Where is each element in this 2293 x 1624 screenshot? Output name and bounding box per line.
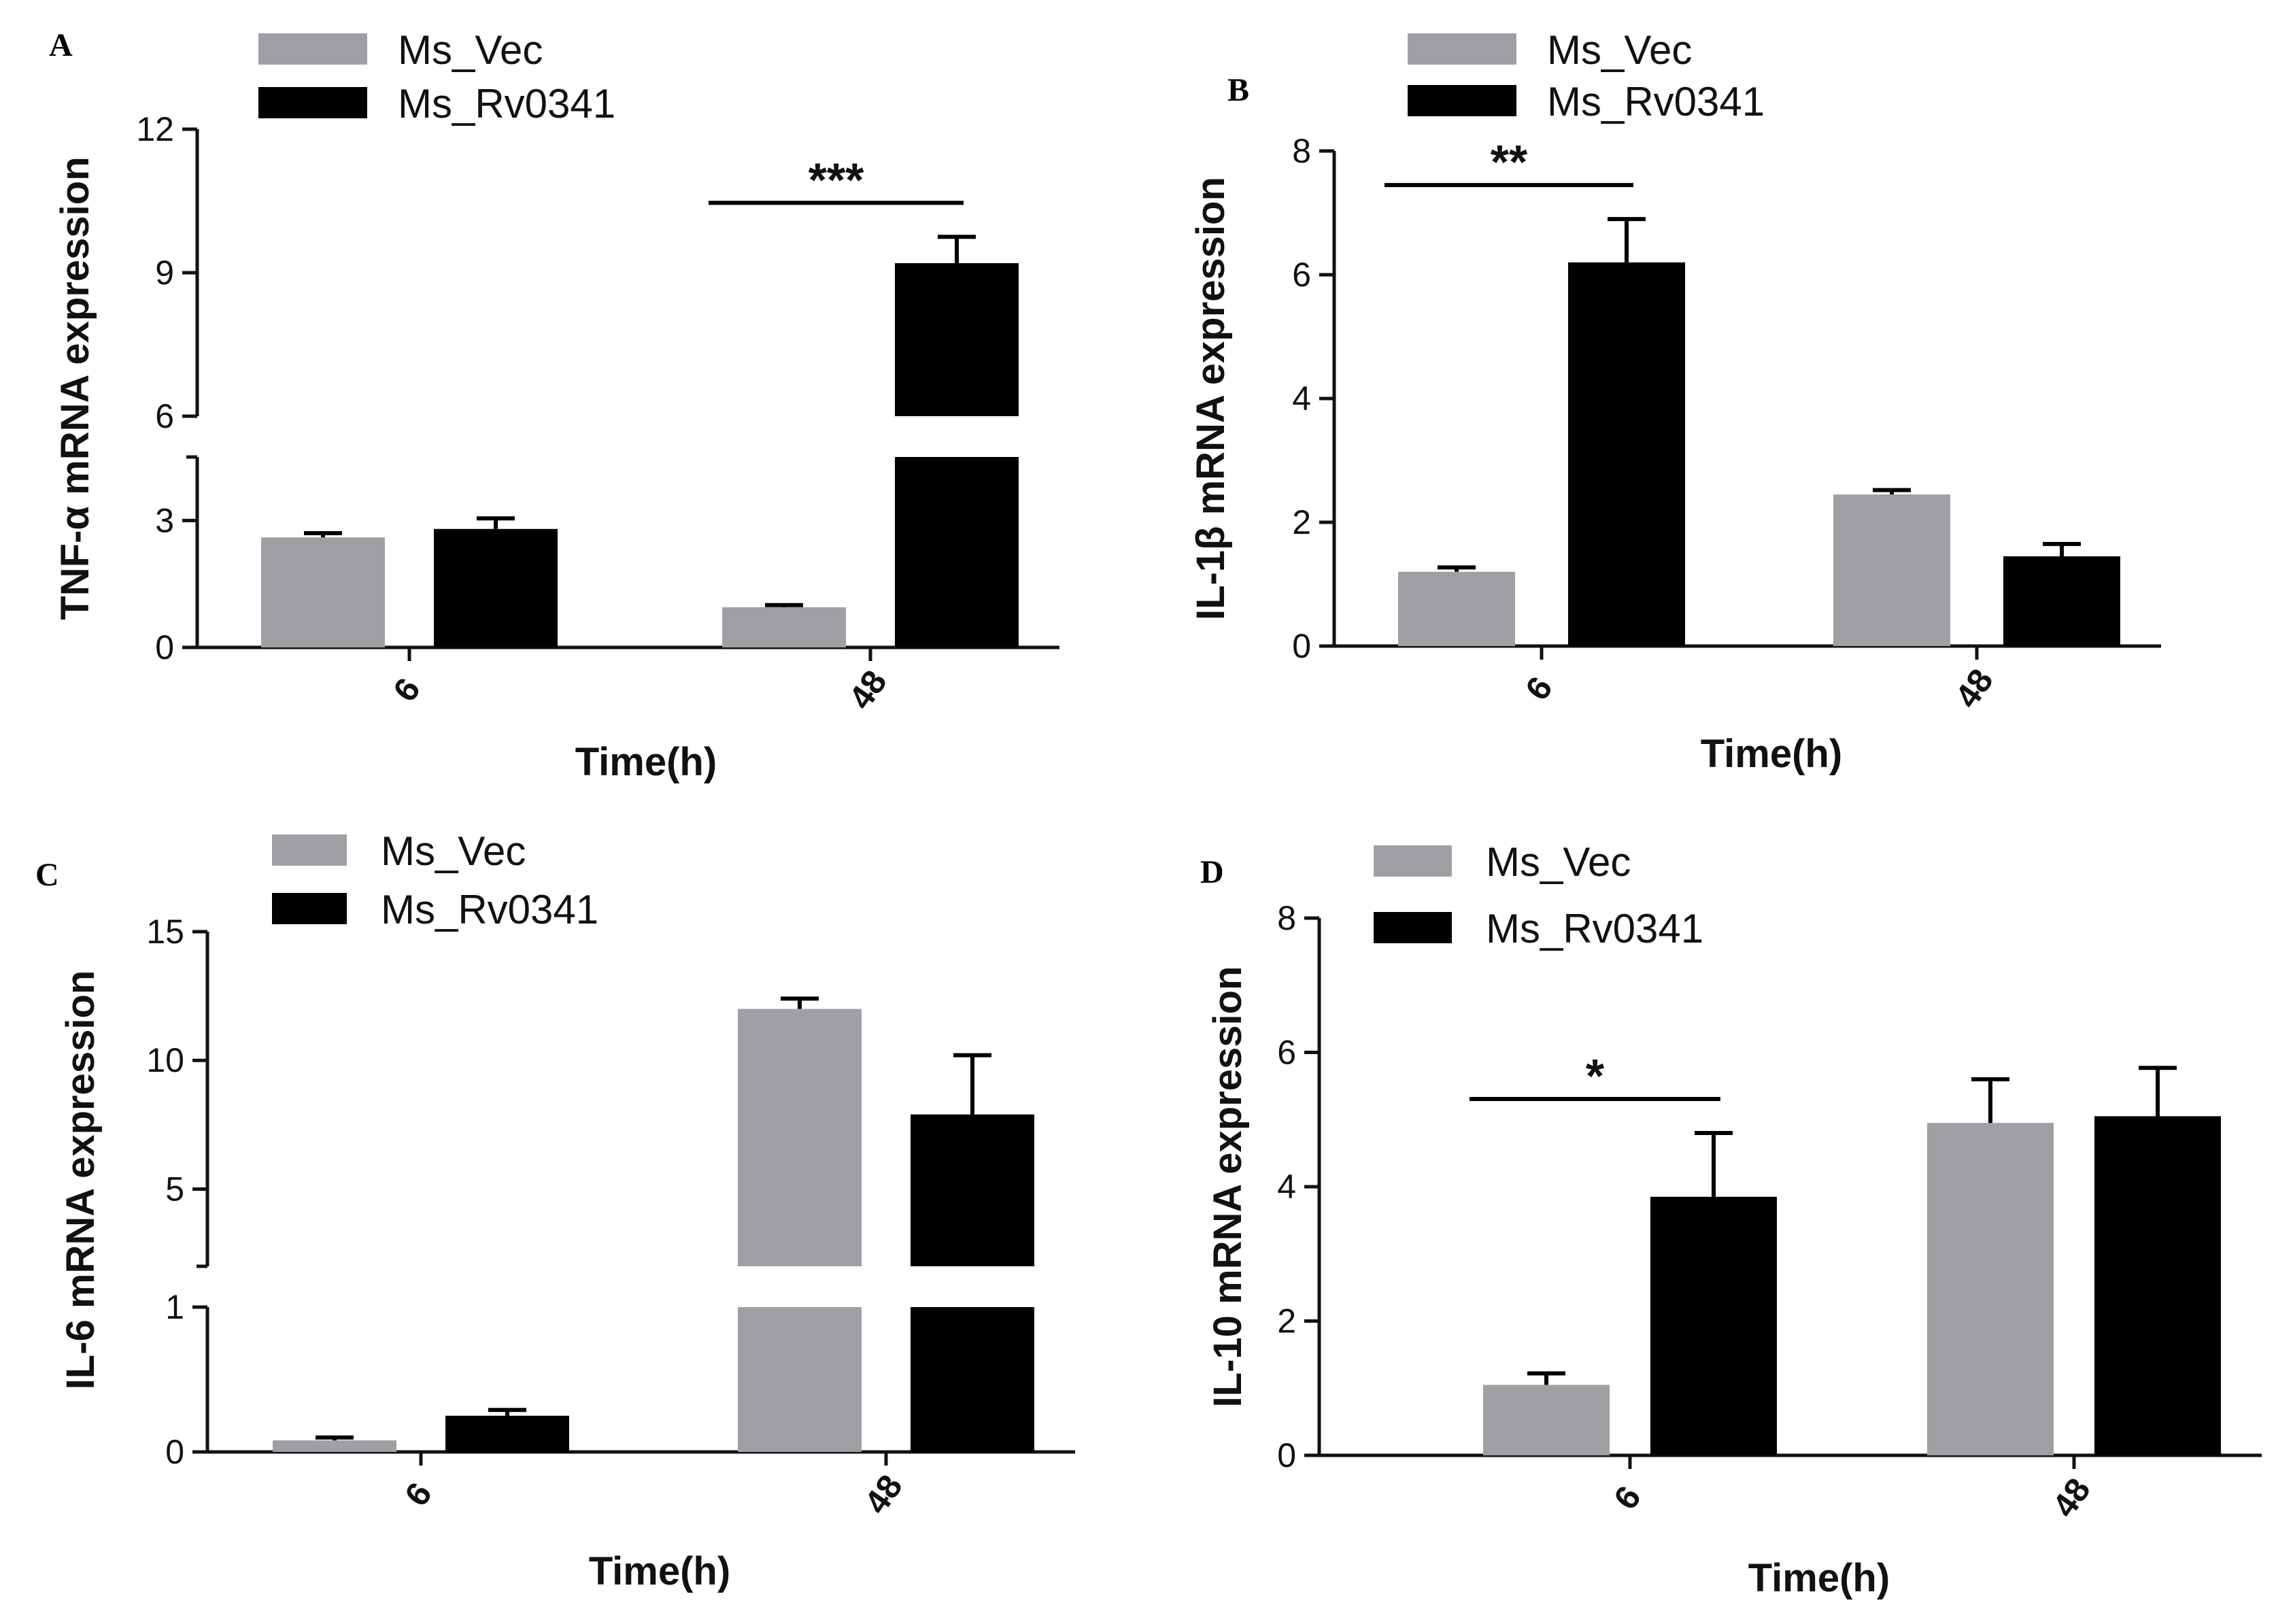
- y-tick-label: 4: [1277, 1168, 1296, 1206]
- x-tick-label: 48: [841, 663, 894, 716]
- panel-letter: D: [1200, 854, 1224, 890]
- chart-panel-a: A Ms_Vec Ms_Rv0341 0 3 6 9 12 6 48 *** Time(h) TNF-α…: [49, 27, 1059, 784]
- y-axis: 0 3 6 9 12: [136, 110, 199, 666]
- y-tick-label: 8: [1277, 899, 1296, 937]
- y-axis: 0 2 4 6 8: [1277, 899, 1321, 1474]
- significance-label: ***: [809, 153, 864, 206]
- y-tick-label: 9: [155, 254, 174, 292]
- legend: Ms_Vec Ms_Rv0341: [1374, 839, 1703, 951]
- y-tick-label: 4: [1292, 379, 1311, 418]
- legend-label-ms-rv0341: Ms_Rv0341: [381, 887, 598, 932]
- bar-ms-rv0341-48h: [2003, 556, 2120, 646]
- legend: Ms_Vec Ms_Rv0341: [258, 27, 615, 126]
- legend-swatch-ms-rv0341: [272, 893, 347, 924]
- bars: [1483, 1066, 2221, 1455]
- y-axis-title: IL-10 mRNA expression: [1206, 966, 1250, 1408]
- legend-swatch-ms-rv0341: [258, 87, 367, 118]
- bar-ms-rv0341-48h: [2094, 1116, 2221, 1455]
- y-tick-label: 3: [155, 501, 174, 539]
- y-tick-label: 6: [155, 397, 174, 435]
- legend-swatch-ms-vec: [1408, 33, 1516, 65]
- y-tick-label: 0: [1277, 1436, 1296, 1474]
- bars: [1398, 217, 2120, 646]
- panel-letter: B: [1227, 72, 1249, 108]
- significance-label: *: [1586, 1049, 1605, 1102]
- bar-ms-vec-6h: [261, 537, 385, 647]
- legend: Ms_Vec Ms_Rv0341: [1408, 27, 1765, 124]
- legend-swatch-ms-vec: [258, 33, 367, 65]
- bar-ms-rv0341-6h: [1568, 262, 1685, 646]
- y-tick-label: 10: [146, 1041, 184, 1079]
- bar-ms-vec-6h: [273, 1440, 396, 1452]
- legend-label-ms-rv0341: Ms_Rv0341: [398, 81, 615, 126]
- y-tick-label: 6: [1277, 1034, 1296, 1072]
- chart-panel-b: B Ms_Vec Ms_Rv0341 0 2 4 6 8 6 48 ** Time(h) IL-1β m…: [1189, 27, 2161, 776]
- x-axis-title: Time(h): [1701, 732, 1842, 776]
- legend-label-ms-vec: Ms_Vec: [398, 27, 543, 73]
- significance-label: **: [1491, 135, 1528, 188]
- legend-swatch-ms-rv0341: [1374, 912, 1452, 943]
- legend-swatch-ms-rv0341: [1408, 85, 1516, 116]
- bar-ms-rv0341-6h: [445, 1415, 569, 1452]
- x-tick-label: 48: [1948, 662, 2001, 715]
- bar-ms-rv0341-48h-upper: [911, 1114, 1034, 1266]
- y-axis: 0 2 4 6 8: [1292, 132, 1336, 665]
- y-tick-label: 5: [165, 1170, 184, 1208]
- y-tick-label: 15: [146, 913, 184, 951]
- legend: Ms_Vec Ms_Rv0341: [272, 828, 598, 932]
- x-axis-title: Time(h): [575, 740, 717, 784]
- x-axis-title: Time(h): [589, 1549, 730, 1593]
- x-tick-label: 6: [1518, 670, 1560, 707]
- y-tick-label: 0: [1292, 627, 1311, 665]
- x-tick-label: 6: [397, 1476, 439, 1513]
- legend-swatch-ms-vec: [1374, 845, 1452, 877]
- panel-letter: C: [35, 857, 59, 893]
- bar-ms-rv0341-48h: [895, 457, 1019, 647]
- y-tick-label: 0: [155, 628, 174, 666]
- chart-panel-d: D Ms_Vec Ms_Rv0341 0 2 4 6 8 6 48 * Time(h) IL-10 mR…: [1200, 839, 2262, 1600]
- bar-ms-rv0341-6h: [434, 528, 558, 647]
- x-tick-label: 48: [2045, 1471, 2098, 1524]
- legend-label-ms-vec: Ms_Vec: [1486, 839, 1631, 885]
- bar-ms-rv0341-48h: [911, 1307, 1034, 1452]
- y-axis-title: IL-6 mRNA expression: [58, 970, 103, 1390]
- legend-label-ms-vec: Ms_Vec: [381, 828, 526, 874]
- x-tick-label: 48: [857, 1468, 910, 1521]
- bar-ms-vec-48h: [738, 1307, 862, 1452]
- bars: [261, 235, 1019, 647]
- legend-swatch-ms-vec: [272, 834, 347, 866]
- legend-label-ms-rv0341: Ms_Rv0341: [1486, 906, 1703, 951]
- y-axis-title: IL-1β mRNA expression: [1189, 177, 1233, 620]
- y-axis-title: TNF-α mRNA expression: [53, 156, 97, 620]
- legend-label-ms-rv0341: Ms_Rv0341: [1547, 79, 1765, 124]
- x-tick-label: 6: [1606, 1479, 1648, 1517]
- bar-ms-vec-48h-upper: [738, 1009, 862, 1266]
- bar-ms-vec-48h: [722, 607, 846, 647]
- y-tick-label: 0: [165, 1433, 184, 1471]
- bar-ms-rv0341-6h: [1650, 1196, 1777, 1455]
- y-tick-label: 1: [165, 1288, 184, 1326]
- bar-ms-vec-6h: [1398, 571, 1515, 646]
- bar-ms-rv0341-48h-upper: [895, 263, 1019, 416]
- panel-letter: A: [49, 27, 73, 63]
- y-tick-label: 12: [136, 110, 174, 148]
- y-tick-label: 6: [1292, 256, 1311, 294]
- y-tick-label: 2: [1292, 503, 1311, 541]
- x-tick-label: 6: [386, 671, 428, 709]
- bar-ms-vec-48h: [1927, 1123, 2054, 1455]
- bar-ms-vec-48h: [1833, 494, 1950, 646]
- legend-label-ms-vec: Ms_Vec: [1547, 27, 1692, 73]
- x-axis-title: Time(h): [1748, 1556, 1890, 1600]
- y-tick-label: 8: [1292, 132, 1311, 170]
- y-tick-label: 2: [1277, 1302, 1296, 1340]
- bar-ms-vec-6h: [1483, 1385, 1610, 1455]
- bars: [273, 996, 1034, 1452]
